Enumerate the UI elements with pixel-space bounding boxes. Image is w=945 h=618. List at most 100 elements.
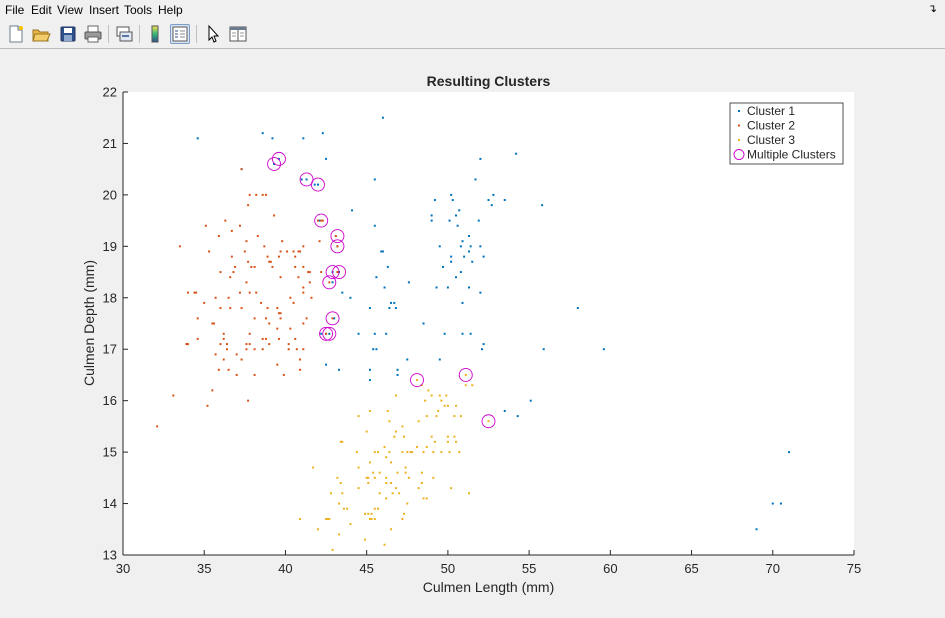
data-point bbox=[341, 492, 344, 495]
data-point bbox=[433, 199, 436, 202]
y-tick-label: 13 bbox=[103, 548, 117, 563]
data-point bbox=[373, 332, 376, 335]
data-point bbox=[230, 229, 233, 232]
data-point bbox=[269, 260, 272, 263]
data-point bbox=[375, 276, 378, 279]
data-point bbox=[373, 451, 376, 454]
legend-entry-multiple-clusters: Multiple Clusters bbox=[747, 148, 836, 162]
data-point bbox=[240, 307, 243, 310]
menu-insert[interactable]: Insert bbox=[89, 3, 120, 17]
open-file-icon[interactable] bbox=[31, 24, 51, 44]
chart-title: Resulting Clusters bbox=[427, 73, 551, 89]
data-point bbox=[308, 271, 311, 274]
restore-arrow-icon[interactable]: ↴ bbox=[927, 3, 937, 15]
data-point bbox=[479, 291, 482, 294]
new-figure-icon[interactable] bbox=[6, 24, 26, 44]
data-point bbox=[469, 332, 472, 335]
legend-marker bbox=[738, 139, 740, 141]
menu-view[interactable]: View bbox=[57, 3, 83, 17]
data-point bbox=[185, 343, 188, 346]
data-point bbox=[541, 204, 544, 207]
x-tick-label: 70 bbox=[766, 561, 780, 576]
pointer-icon[interactable] bbox=[203, 24, 223, 44]
data-point bbox=[430, 219, 433, 222]
data-point bbox=[325, 157, 328, 160]
data-point bbox=[279, 317, 282, 320]
link-figure-icon[interactable] bbox=[114, 24, 134, 44]
data-point bbox=[459, 415, 462, 418]
cluster-overlap-marker bbox=[325, 265, 340, 280]
data-point bbox=[234, 265, 237, 268]
data-point bbox=[368, 307, 371, 310]
x-tick-label: 65 bbox=[684, 561, 698, 576]
cluster-overlap-marker bbox=[481, 414, 496, 429]
data-point bbox=[430, 435, 433, 438]
data-point bbox=[407, 281, 410, 284]
data-point bbox=[468, 492, 471, 495]
data-point bbox=[277, 157, 280, 160]
data-point bbox=[385, 497, 388, 500]
data-point bbox=[490, 204, 493, 207]
data-point bbox=[196, 137, 199, 140]
data-point bbox=[383, 543, 386, 546]
series-multiple-clusters bbox=[267, 151, 496, 429]
data-point bbox=[440, 451, 443, 454]
data-point bbox=[219, 307, 222, 310]
menu-tools[interactable]: Tools bbox=[124, 3, 153, 17]
data-point bbox=[383, 445, 386, 448]
x-axis-label: Culmen Length (mm) bbox=[423, 579, 555, 595]
menu-edit[interactable]: Edit bbox=[31, 3, 52, 17]
data-point bbox=[261, 337, 264, 340]
y-axis-label: Culmen Depth (mm) bbox=[81, 260, 97, 386]
data-point bbox=[253, 265, 256, 268]
data-point bbox=[320, 271, 323, 274]
data-point bbox=[195, 291, 198, 294]
x-tick-label: 40 bbox=[278, 561, 292, 576]
data-point bbox=[542, 348, 545, 351]
toolbar-separator bbox=[108, 25, 109, 43]
data-point bbox=[212, 322, 215, 325]
data-point bbox=[349, 296, 352, 299]
data-point bbox=[225, 343, 228, 346]
data-point bbox=[299, 517, 302, 520]
data-point bbox=[341, 440, 344, 443]
data-point bbox=[292, 250, 295, 253]
y-tick-label: 21 bbox=[103, 136, 117, 151]
data-point bbox=[310, 296, 313, 299]
data-point bbox=[406, 451, 409, 454]
menu-help[interactable]: Help bbox=[158, 3, 183, 17]
data-point bbox=[245, 281, 248, 284]
data-point bbox=[394, 430, 397, 433]
data-point bbox=[422, 451, 425, 454]
data-point bbox=[277, 312, 280, 315]
x-tick-label: 55 bbox=[522, 561, 536, 576]
colorbar-icon[interactable] bbox=[145, 24, 165, 44]
data-point bbox=[401, 517, 404, 520]
data-point bbox=[338, 533, 341, 536]
data-point bbox=[755, 528, 758, 531]
data-point bbox=[328, 517, 331, 520]
data-point bbox=[377, 507, 380, 510]
print-icon[interactable] bbox=[83, 24, 103, 44]
data-point bbox=[253, 348, 256, 351]
data-point bbox=[325, 363, 328, 366]
save-icon[interactable] bbox=[58, 24, 78, 44]
menu-file[interactable]: File bbox=[5, 3, 25, 17]
x-tick-label: 50 bbox=[441, 561, 455, 576]
data-point bbox=[289, 327, 292, 330]
property-editor-icon[interactable] bbox=[228, 24, 248, 44]
legend-icon[interactable] bbox=[170, 24, 190, 44]
data-point bbox=[440, 399, 443, 402]
data-point bbox=[248, 193, 251, 196]
data-point bbox=[289, 296, 292, 299]
data-point bbox=[425, 445, 428, 448]
legend-marker bbox=[733, 149, 745, 160]
cluster-overlap-marker bbox=[332, 265, 347, 280]
data-point bbox=[479, 245, 482, 248]
data-point bbox=[273, 163, 276, 166]
data-point bbox=[394, 394, 397, 397]
data-point bbox=[346, 507, 349, 510]
data-point bbox=[515, 152, 518, 155]
data-point bbox=[331, 317, 334, 320]
data-point bbox=[357, 466, 360, 469]
